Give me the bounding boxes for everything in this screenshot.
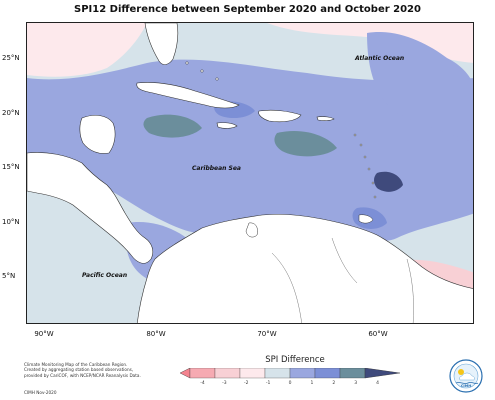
- cimh-logo-icon: [449, 359, 483, 393]
- legend-tick-label: 4: [376, 381, 379, 386]
- legend-swatch: [189, 368, 216, 379]
- lake-maracaibo: [245, 222, 258, 238]
- lon-label-90w: 90°W: [34, 330, 54, 338]
- antilles-island-4: [367, 167, 371, 171]
- positive-anomaly-ne: [267, 23, 473, 63]
- yucatan-land: [79, 114, 116, 154]
- legend-tick-label: -4: [200, 381, 205, 386]
- country-borders: [271, 237, 414, 323]
- lat-label-25n: 25°N: [2, 54, 20, 62]
- bahamas-island-2: [200, 69, 204, 73]
- legend-swatch: [314, 368, 341, 379]
- legend-tick-label: -2: [244, 381, 249, 386]
- negative-anomaly-east: [367, 32, 473, 143]
- lat-label-5n: 5°N: [2, 272, 16, 280]
- trinidad-land: [358, 214, 374, 224]
- strong-anomaly-core-4: [374, 171, 403, 192]
- bahamas-island-1: [185, 61, 189, 65]
- legend-swatch: [339, 368, 366, 379]
- florida-land: [144, 23, 179, 65]
- legend-tick-label: -1: [265, 381, 271, 386]
- puerto-rico-land: [316, 116, 335, 121]
- antilles-island-3: [363, 155, 367, 159]
- credit-date: CIMH Nov-2020: [24, 390, 57, 395]
- caribbean-sea-label: Caribbean Sea: [192, 165, 241, 172]
- map-title: SPI12 Difference between September 2020 …: [74, 4, 421, 15]
- lat-label-20n: 20°N: [2, 109, 20, 117]
- legend-tick-label: -3: [222, 381, 227, 386]
- antilles-island-1: [353, 133, 357, 137]
- strong-anomaly-core-2: [274, 130, 337, 157]
- legend-swatch: [264, 368, 291, 379]
- logo-text: CIMH: [460, 384, 472, 388]
- positive-anomaly-nw: [27, 23, 147, 77]
- bahamas-island-3: [215, 77, 219, 81]
- pacific-ocean-label: Pacific Ocean: [82, 272, 128, 279]
- lat-label-15n: 15°N: [2, 163, 20, 171]
- legend-swatch: [239, 368, 266, 379]
- lon-label-70w: 70°W: [257, 330, 277, 338]
- antilles-island-2: [359, 143, 363, 147]
- legend-tick-label: 1: [310, 381, 314, 386]
- legend-tick-label: 3: [354, 381, 358, 386]
- map-panel: [26, 22, 474, 324]
- jamaica-land: [216, 122, 238, 129]
- legend-tick-label: 2: [332, 381, 336, 386]
- antilles-island-5: [371, 181, 375, 185]
- south-america-land: [136, 213, 473, 323]
- cuba-land: [136, 82, 240, 109]
- legend-arrow-high: [364, 368, 400, 379]
- antilles-island-6: [373, 195, 377, 199]
- lon-label-80w: 80°W: [146, 330, 166, 338]
- strong-anomaly-core-1: [143, 114, 202, 138]
- legend-swatch: [214, 368, 241, 379]
- atlantic-ocean-label: Atlantic Ocean: [355, 55, 405, 62]
- legend-tick-label: 0: [288, 381, 292, 386]
- lon-label-60w: 60°W: [368, 330, 388, 338]
- map-svg: [27, 23, 473, 323]
- legend-arrow-low: [180, 368, 191, 379]
- central-america-land: [27, 152, 154, 264]
- legend-swatch: [289, 368, 316, 379]
- credit-text: Climate Monitoring Map of the Caribbean …: [24, 362, 141, 378]
- lat-label-10n: 10°N: [2, 218, 20, 226]
- negative-anomaly-main-band: [27, 59, 473, 241]
- legend-title: SPI Difference: [265, 355, 325, 365]
- hispaniola-land: [258, 109, 302, 123]
- legend-colorbar: [180, 368, 400, 379]
